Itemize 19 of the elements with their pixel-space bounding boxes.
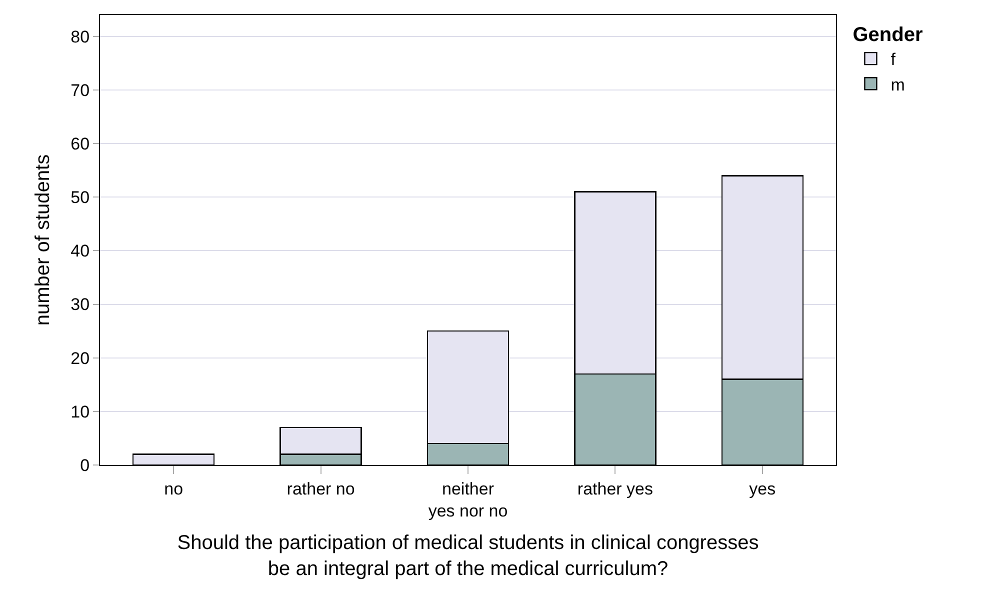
y-tick-label: 60 (70, 134, 90, 154)
y-tick-label: 40 (70, 242, 90, 261)
y-tick-label: 0 (80, 456, 90, 475)
legend-title: Gender (852, 24, 923, 46)
y-tick-label: 80 (70, 27, 90, 46)
x-tick-label: yes (749, 479, 776, 498)
y-tick-label: 70 (70, 80, 90, 100)
y-axis-title: number of students (32, 154, 54, 326)
x-tick-label: no (164, 479, 184, 498)
y-tick-label: 30 (70, 295, 90, 314)
x-tick-label: rather yes (577, 479, 653, 498)
x-tick-label: neither yes nor no (428, 479, 508, 520)
x-axis-title: Should the participation of medical students in clinical congresses be an integral part of the medical curriculum? (177, 532, 759, 580)
y-tick-label: 10 (70, 402, 90, 422)
y-tick-label: 20 (70, 348, 90, 368)
y-tick-label: 50 (70, 188, 90, 208)
x-tick-label: rather no (286, 479, 355, 498)
legend-label: m (890, 75, 905, 94)
legend-label: f (890, 50, 896, 70)
